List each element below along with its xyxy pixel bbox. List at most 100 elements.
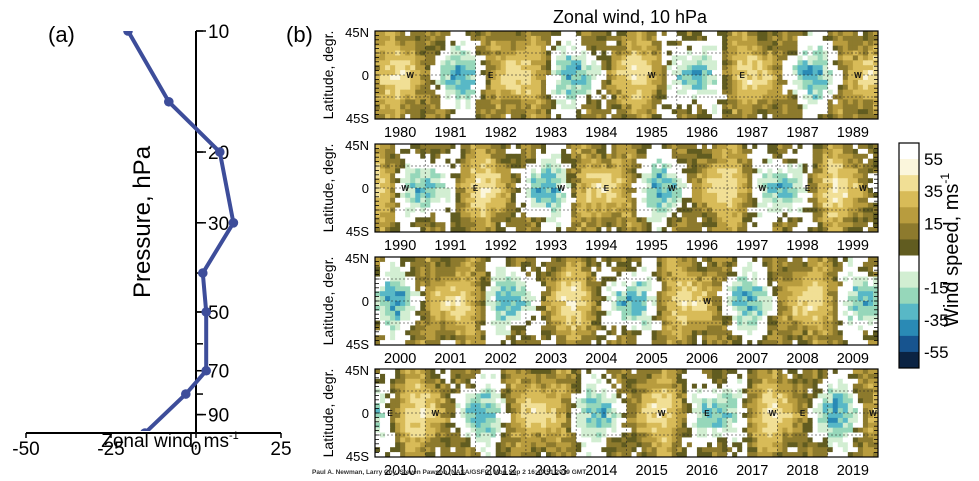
colorbar-swatch	[899, 191, 919, 208]
heatmap-panel: W 2000 2001 2002 2003 2004 2005 2006 2007 2008 200…	[320, 251, 879, 367]
year-label: 1981	[434, 125, 466, 141]
latitude-tick-label: 0	[362, 406, 369, 421]
colorbar-swatch	[899, 319, 919, 337]
latitude-axis-title: Latitude, degr.	[320, 144, 336, 233]
colorbar-swatch	[899, 223, 919, 240]
latitude-tick-label: 45S	[346, 337, 369, 352]
panel-b-title: Zonal wind, 10 hPa	[553, 7, 708, 27]
year-label: 2016	[686, 463, 718, 479]
colorbar-swatch	[899, 255, 919, 272]
panel-a-x-tick-label: -50	[12, 439, 39, 460]
phase-label: W	[648, 71, 656, 80]
phase-label: W	[859, 184, 867, 193]
panel-a-y-tick-label: 70	[208, 362, 229, 383]
heatmap-frame	[374, 368, 879, 458]
colorbar-tick-label: 35	[924, 182, 943, 201]
phase-label: W	[854, 71, 862, 80]
panel-a-x-tick-label: 0	[191, 439, 202, 460]
latitude-tick-label: 45S	[346, 111, 369, 126]
heatmap-panel: W E W E W 1980 1981 1982 1983 1984 1985 1986 1987 198…	[320, 25, 879, 141]
year-label: 2002	[485, 351, 517, 367]
panel-a-x-axis-title: Zonal wind, ms-1	[101, 430, 239, 452]
year-label: 1992	[485, 238, 517, 254]
year-label: 1996	[686, 238, 718, 254]
colorbar-swatch	[899, 335, 919, 353]
latitude-tick-label: 45S	[346, 224, 369, 239]
colorbar: 55 35 15 -15 -35 -55	[898, 142, 949, 369]
latitude-tick-label: 45N	[345, 251, 369, 266]
panel-a-y-tick-label: 50	[208, 303, 229, 324]
panel-a-y-tick-label: 90	[208, 406, 229, 427]
year-label: 1987	[786, 125, 818, 141]
year-label: 1983	[535, 125, 567, 141]
phase-label: E	[740, 71, 746, 80]
profile-point	[201, 365, 211, 376]
latitude-tick-label: 0	[362, 294, 369, 309]
year-label: 1991	[434, 238, 466, 254]
year-label: 1995	[636, 238, 668, 254]
latitude-tick-label: 45N	[345, 138, 369, 153]
heatmap-frame	[374, 256, 879, 346]
phase-label: W	[769, 409, 777, 418]
profile-point	[201, 307, 211, 317]
phase-label: W	[703, 297, 711, 306]
colorbar-swatch	[899, 175, 919, 192]
year-label: 1987	[736, 125, 768, 141]
latitude-tick-label: 45S	[346, 449, 369, 464]
profile-point	[228, 218, 239, 228]
year-label: 1986	[686, 125, 718, 141]
year-label: 2000	[384, 351, 416, 367]
panel-a-series	[123, 31, 239, 431]
latitude-axis-title: Latitude, degr.	[320, 31, 336, 120]
year-label: 2019	[837, 463, 869, 479]
year-label: 2009	[837, 351, 869, 367]
year-label: 2008	[786, 351, 818, 367]
colorbar-title: Wind speed, ms-1	[938, 173, 963, 327]
year-label: 2006	[686, 351, 718, 367]
heatmap-panels: W E W E W 1980 1981 1982 1983 1984 1985 1986 1987 198…	[320, 25, 879, 479]
phase-label: W	[668, 184, 676, 193]
year-label: 2010	[384, 463, 416, 479]
colorbar-tick-label: 15	[924, 214, 943, 233]
profile-point	[140, 428, 150, 431]
year-label: 2001	[434, 351, 466, 367]
profile-point	[164, 96, 174, 107]
year-label: 1980	[384, 125, 416, 141]
colorbar-swatch	[899, 287, 919, 305]
heatmap-frame	[374, 143, 879, 233]
colorbar-swatch	[899, 143, 919, 160]
year-label: 2012	[485, 463, 517, 479]
year-label: 2014	[585, 463, 617, 479]
profile-point	[123, 31, 133, 36]
phase-label: E	[805, 184, 811, 193]
panel-a-y-axis-title: Pressure, hPa	[129, 145, 156, 298]
colorbar-tick-label: -55	[924, 343, 949, 362]
year-label: 2007	[736, 351, 768, 367]
phase-label: W	[432, 409, 440, 418]
colorbar-swatch	[899, 271, 919, 288]
year-label: 2011	[435, 463, 466, 479]
year-label: 1997	[736, 238, 768, 254]
phase-label: E	[488, 71, 494, 80]
profile-point	[215, 147, 225, 157]
phase-label: W	[557, 184, 565, 193]
phase-label: W	[759, 184, 767, 193]
year-label: 1989	[837, 125, 869, 141]
year-label: 2004	[585, 351, 617, 367]
year-label: 1999	[837, 238, 869, 254]
phase-label: W	[658, 409, 666, 418]
colorbar-swatch	[899, 351, 919, 369]
latitude-tick-label: 0	[362, 68, 369, 83]
phase-label: E	[800, 409, 806, 418]
phase-label: W	[869, 409, 877, 418]
year-label: 1984	[585, 125, 617, 141]
profile-point	[181, 389, 191, 399]
colorbar-swatch	[899, 303, 919, 321]
year-label: 1990	[384, 238, 416, 254]
latitude-tick-label: 45N	[345, 363, 369, 378]
heatmap-panel: W E W E W W E W 1990 1991 1992 1993 1994 1995 1996 1997…	[320, 138, 879, 254]
year-label: 1994	[585, 238, 617, 254]
latitude-tick-label: 0	[362, 181, 369, 196]
year-label: 1985	[636, 125, 668, 141]
